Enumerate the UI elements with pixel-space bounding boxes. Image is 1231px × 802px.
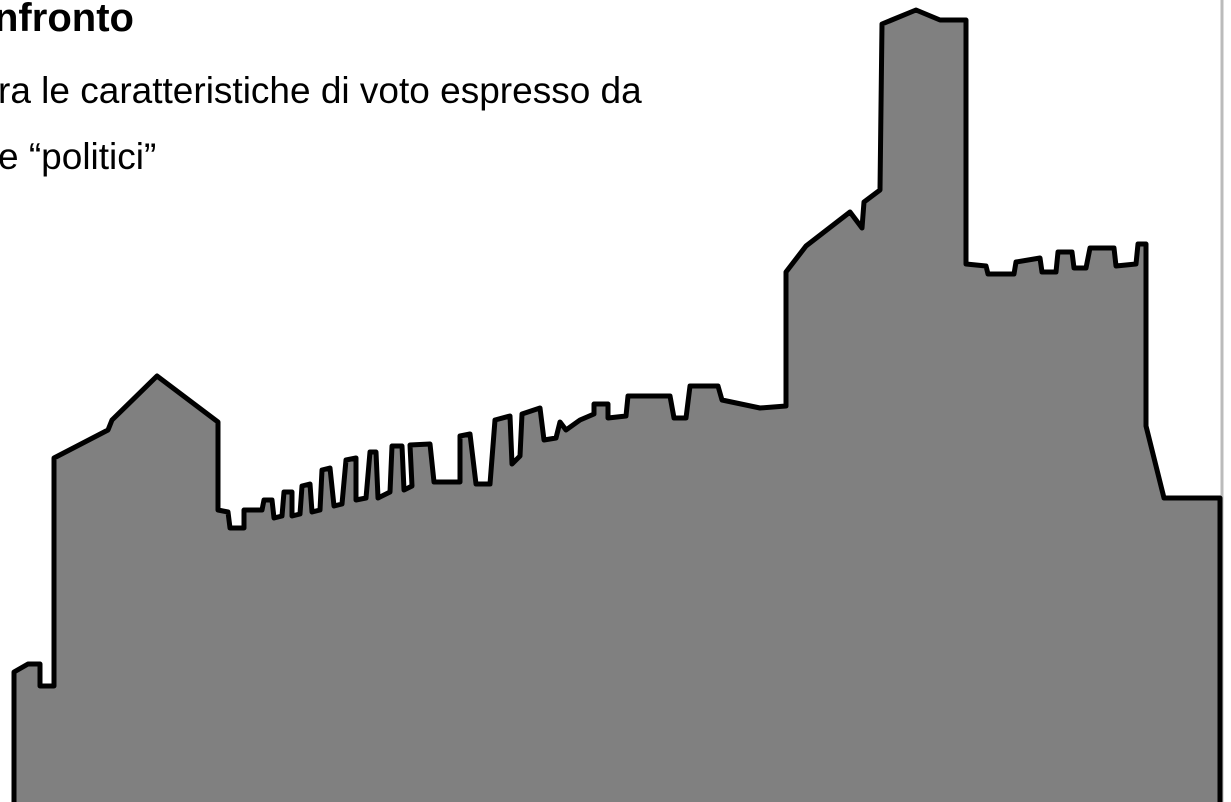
body-text: e “politici” <box>0 136 157 177</box>
slide-title: nfronto <box>0 0 134 40</box>
body-text: ra le caratteristiche di voto espresso d… <box>0 70 642 111</box>
castle-shape <box>11 7 1223 802</box>
